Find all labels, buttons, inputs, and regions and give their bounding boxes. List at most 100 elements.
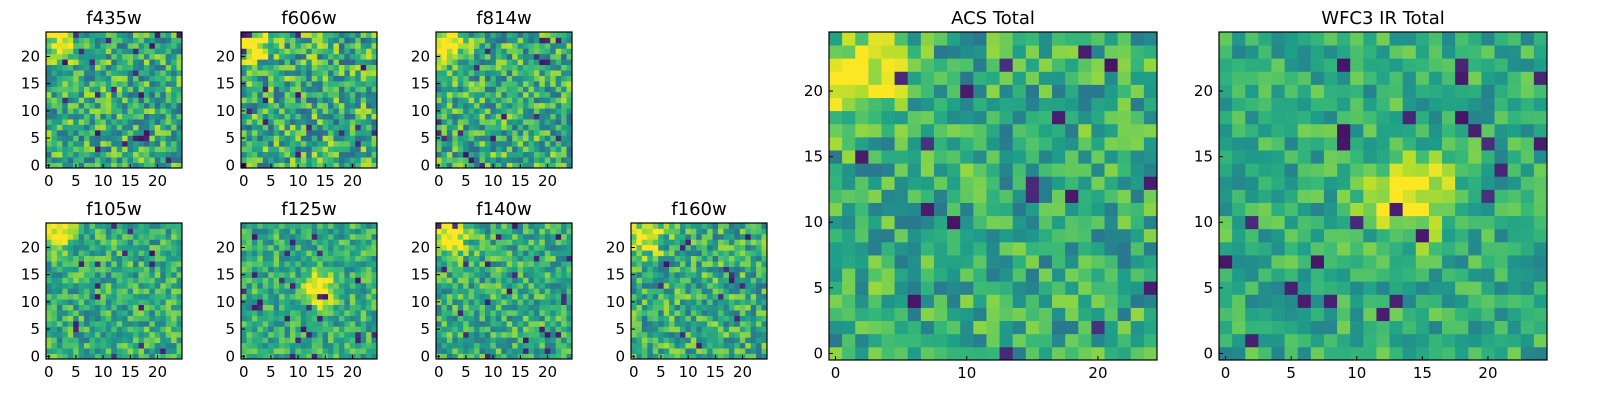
heatmap-cell <box>133 310 139 316</box>
heatmap-cell <box>344 320 351 327</box>
heatmap-cell <box>84 331 90 338</box>
heatmap-cell <box>463 320 470 327</box>
heatmap-cell <box>463 239 470 246</box>
heatmap-cell <box>690 293 697 300</box>
heatmap-cell <box>349 282 356 289</box>
heatmap-cell <box>127 277 134 284</box>
heatmap-cell <box>674 342 681 349</box>
heatmap-cell <box>561 326 567 333</box>
heatmap-cell <box>306 146 313 153</box>
heatmap-cell <box>143 140 150 147</box>
heatmap-cell <box>94 228 101 235</box>
heatmap-cell <box>855 136 869 151</box>
heatmap-cell <box>506 146 513 153</box>
heatmap-cell <box>73 244 80 251</box>
heatmap-cell <box>78 266 85 273</box>
heatmap-cell <box>122 32 128 38</box>
heatmap-cell <box>669 282 675 289</box>
heatmap-cell <box>1065 136 1079 151</box>
heatmap-cell <box>523 250 529 257</box>
heatmap-cell <box>561 337 567 344</box>
heatmap-cell <box>105 48 112 55</box>
heatmap-cell <box>933 268 948 282</box>
heatmap-cell <box>133 124 139 131</box>
heatmap-cell <box>544 135 551 142</box>
heatmap-cell <box>284 288 291 295</box>
heatmap-cell <box>149 282 156 289</box>
heatmap-cell <box>284 304 291 311</box>
heatmap-cell <box>750 348 757 354</box>
heatmap-cell <box>78 113 85 120</box>
heatmap-cell <box>712 239 719 246</box>
heatmap-cell <box>171 108 177 114</box>
heatmap-cell <box>73 86 80 93</box>
heatmap-cell <box>138 102 145 109</box>
heatmap-cell <box>176 244 183 251</box>
heatmap-cell <box>160 266 167 273</box>
heatmap-cell <box>484 53 491 60</box>
heatmap-cell <box>452 157 459 163</box>
heatmap-cell <box>566 233 573 240</box>
heatmap-cell <box>46 331 52 338</box>
heatmap-cell <box>1025 268 1040 282</box>
heatmap-cell <box>165 146 172 153</box>
heatmap-cell <box>56 228 63 235</box>
heatmap-cell <box>452 244 459 251</box>
heatmap-cell <box>566 80 573 87</box>
heatmap-cell <box>674 261 681 267</box>
heatmap-cell <box>441 91 448 98</box>
heatmap-cell <box>149 271 156 278</box>
heatmap-cell <box>539 129 546 136</box>
heatmap-cell <box>761 304 768 311</box>
heatmap-cell <box>718 299 724 305</box>
heatmap-cell <box>273 119 280 125</box>
heatmap-cell <box>51 342 58 349</box>
heatmap-cell <box>544 320 551 327</box>
heatmap-cell <box>452 151 459 158</box>
heatmap-cell <box>484 140 491 147</box>
heatmap-cell <box>251 124 258 131</box>
heatmap-cell <box>1117 294 1132 308</box>
heatmap-cell <box>133 342 139 349</box>
heatmap-cell <box>452 310 459 316</box>
heatmap-cell <box>484 282 491 289</box>
heatmap-cell <box>78 277 85 284</box>
heatmap-cell <box>745 239 752 246</box>
heatmap-cell <box>1130 150 1145 164</box>
heatmap-cell <box>143 239 150 246</box>
heatmap-cell <box>647 244 654 251</box>
heatmap-cell <box>300 293 307 300</box>
heatmap-cell <box>517 135 524 142</box>
heatmap-cell <box>84 80 90 87</box>
heatmap-cell <box>1052 150 1066 164</box>
heatmap-cell <box>855 163 869 177</box>
heatmap-cell <box>67 353 74 360</box>
heatmap-cell <box>750 228 757 235</box>
heatmap-cell <box>555 97 562 104</box>
heatmap-cell <box>452 299 459 305</box>
heatmap-cell <box>436 315 442 322</box>
heatmap-cell <box>517 277 524 284</box>
heatmap-cell <box>241 342 247 349</box>
heatmap-cell <box>333 282 340 289</box>
heatmap-cell <box>452 293 459 300</box>
y-tick-label: 0 <box>615 347 625 365</box>
heatmap-cell <box>165 59 172 66</box>
heatmap-cell <box>94 271 101 278</box>
heatmap-cell <box>641 255 648 262</box>
heatmap-cell <box>344 233 351 240</box>
heatmap-cell <box>133 271 139 278</box>
heatmap-cell <box>273 315 280 322</box>
heatmap-cell <box>641 315 648 322</box>
heatmap-cell <box>436 102 442 109</box>
heatmap-cell <box>289 282 296 289</box>
heatmap-cell <box>523 129 529 136</box>
heatmap-cell <box>490 48 497 55</box>
heatmap-cell <box>241 261 247 267</box>
heatmap-cell <box>636 288 643 295</box>
heatmap-cell <box>1143 150 1158 164</box>
heatmap-cell <box>663 228 670 235</box>
heatmap-cell <box>171 124 177 131</box>
heatmap-cell <box>116 124 123 131</box>
heatmap-cell <box>333 119 340 125</box>
